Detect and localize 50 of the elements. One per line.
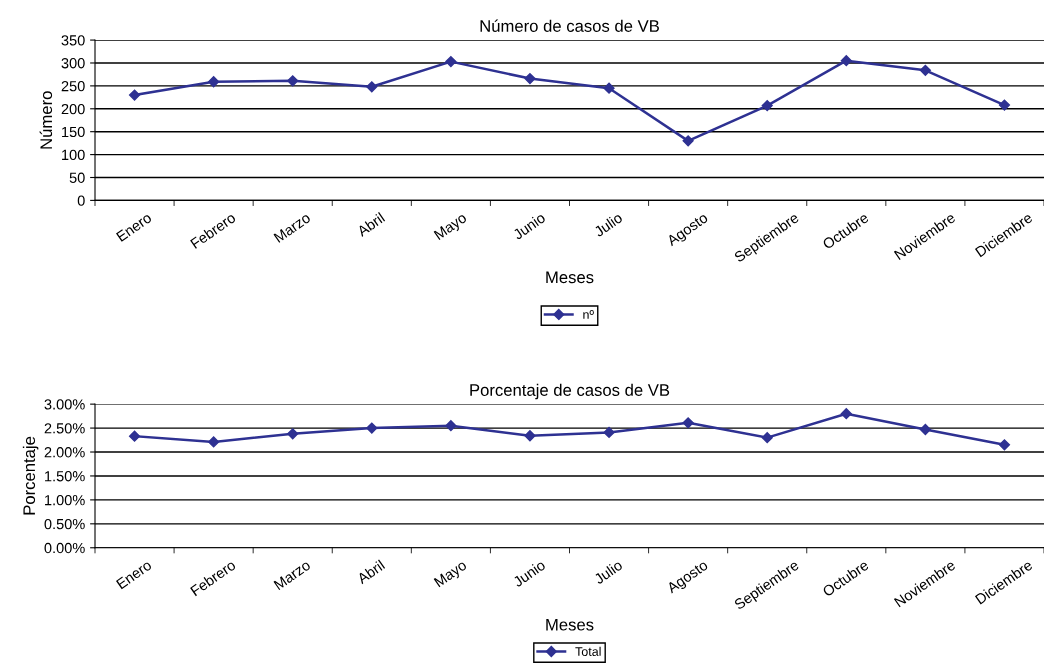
point (128, 89, 141, 101)
y-axis-title: Porcentaje (22, 436, 39, 515)
point (682, 135, 694, 147)
x-axis-title: Meses (546, 618, 594, 631)
y-tick-label: 50 (69, 172, 85, 183)
x-tick-label: Julio (593, 559, 624, 585)
y-tick-label: 1.00% (45, 494, 85, 506)
y-tick-label: 3.00% (44, 399, 85, 410)
point (840, 408, 852, 420)
point (998, 439, 1011, 451)
point (287, 428, 299, 440)
y-tick-label: 0.50% (44, 518, 85, 530)
point (761, 432, 773, 444)
point (761, 99, 773, 112)
y-tick-label: 250 (61, 80, 85, 92)
point (128, 430, 141, 442)
y-tick-label: 2.00% (44, 447, 85, 458)
y-tick-label: 0.00% (44, 542, 85, 554)
y-axis-title: Número (39, 91, 53, 149)
y-tick-label: 200 (61, 103, 85, 115)
y-tick-label: 350 (61, 35, 85, 46)
y-tick-label: 1.50% (45, 471, 85, 482)
legend-label: Total (575, 646, 601, 656)
point (998, 99, 1011, 111)
x-tick-label: Julio (593, 211, 624, 238)
point (603, 82, 615, 94)
point (208, 436, 220, 448)
y-tick-label: 100 (62, 149, 85, 161)
point (366, 422, 378, 434)
chart-title: Número de casos de VB (480, 19, 659, 32)
point (366, 81, 378, 93)
point (682, 417, 694, 429)
point (524, 72, 536, 85)
y-tick-label: 0 (77, 195, 85, 206)
point (840, 55, 852, 67)
x-axis-title: Meses (546, 271, 594, 284)
legend-label: nº (583, 310, 594, 319)
point (919, 64, 931, 76)
y-tick-label: 150 (62, 126, 85, 138)
point (919, 423, 931, 436)
point (445, 420, 457, 432)
point (445, 56, 457, 68)
point (287, 75, 299, 87)
chart-title: Porcentaje de casos de VB (470, 383, 670, 400)
y-tick-label: 300 (61, 58, 85, 69)
x-tick-label: Junio (511, 211, 546, 241)
point (524, 430, 536, 442)
point (208, 76, 220, 88)
point (603, 426, 615, 438)
y-tick-label: 2.50% (44, 423, 85, 434)
